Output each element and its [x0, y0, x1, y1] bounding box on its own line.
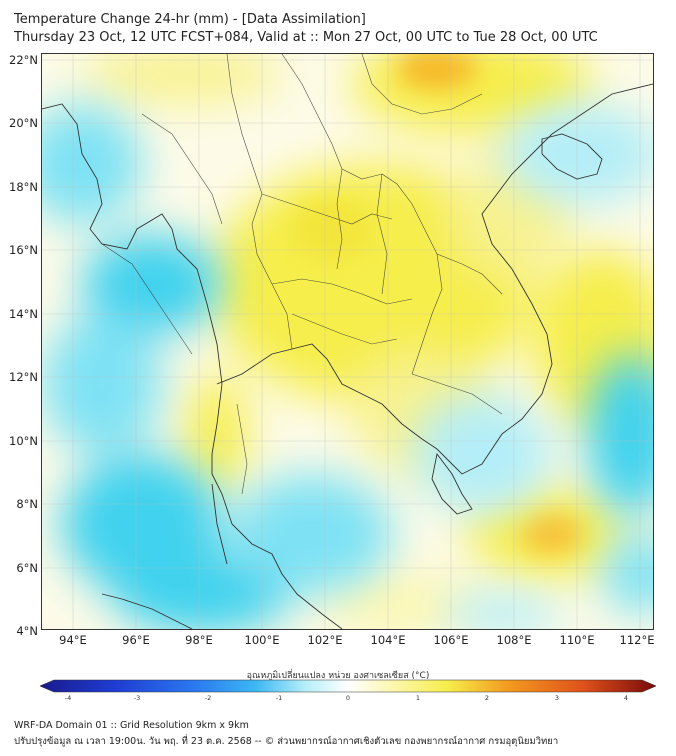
colorbar-tick: -3 — [133, 694, 141, 702]
lon-label: 102°E — [307, 633, 343, 647]
temperature-change-field — [42, 54, 653, 629]
map-title: Temperature Change 24-hr (mm) - [Data As… — [14, 12, 366, 27]
lat-label: 16°N — [9, 243, 38, 257]
lon-label: 100°E — [244, 633, 280, 647]
colorbar-tick: 1 — [415, 694, 421, 702]
admin-borders — [101, 54, 503, 495]
colorbar-title: อุณหภูมิเปลี่ยนแปลง หน่วย องศาเซลเซียส (… — [246, 671, 430, 681]
lat-label: 18°N — [9, 180, 38, 194]
lat-label: 4°N — [16, 624, 38, 638]
lat-label: 6°N — [16, 561, 38, 575]
lat-label: 8°N — [16, 497, 38, 511]
colorbar-tick: -4 — [64, 694, 72, 702]
lon-label: 106°E — [433, 633, 469, 647]
lat-label: 22°N — [9, 53, 38, 67]
colorbar-tick: -1 — [275, 694, 283, 702]
lon-label: 112°E — [619, 633, 655, 647]
colorbar-tick: -2 — [204, 694, 212, 702]
colorbar-tick: 2 — [484, 694, 490, 702]
footer-credit: ปรับปรุงข้อมูล ณ เวลา 19:00น. วัน พฤ. ที… — [14, 736, 559, 747]
colorbar — [40, 679, 656, 693]
coastlines — [42, 83, 653, 629]
graticule — [42, 54, 653, 629]
cool-anomaly-field — [42, 104, 653, 629]
lon-label: 96°E — [122, 633, 150, 647]
colorbar-tick: 3 — [554, 694, 560, 702]
lat-label: 12°N — [9, 370, 38, 384]
lat-label: 14°N — [9, 307, 38, 321]
lat-label: 20°N — [9, 116, 38, 130]
lon-label: 104°E — [370, 633, 406, 647]
footer-model-info: WRF-DA Domain 01 :: Grid Resolution 9km … — [14, 720, 249, 731]
map-panel — [41, 53, 654, 630]
lon-label: 98°E — [185, 633, 213, 647]
colorbar-tick: 0 — [345, 694, 351, 702]
lon-label: 94°E — [59, 633, 87, 647]
lon-label: 108°E — [496, 633, 532, 647]
map-subtitle: Thursday 23 Oct, 12 UTC FCST+084, Valid … — [14, 30, 598, 45]
colorbar-tick: 4 — [623, 694, 629, 702]
warm-core-field — [292, 54, 582, 554]
lon-label: 110°E — [559, 633, 595, 647]
lat-label: 10°N — [9, 434, 38, 448]
